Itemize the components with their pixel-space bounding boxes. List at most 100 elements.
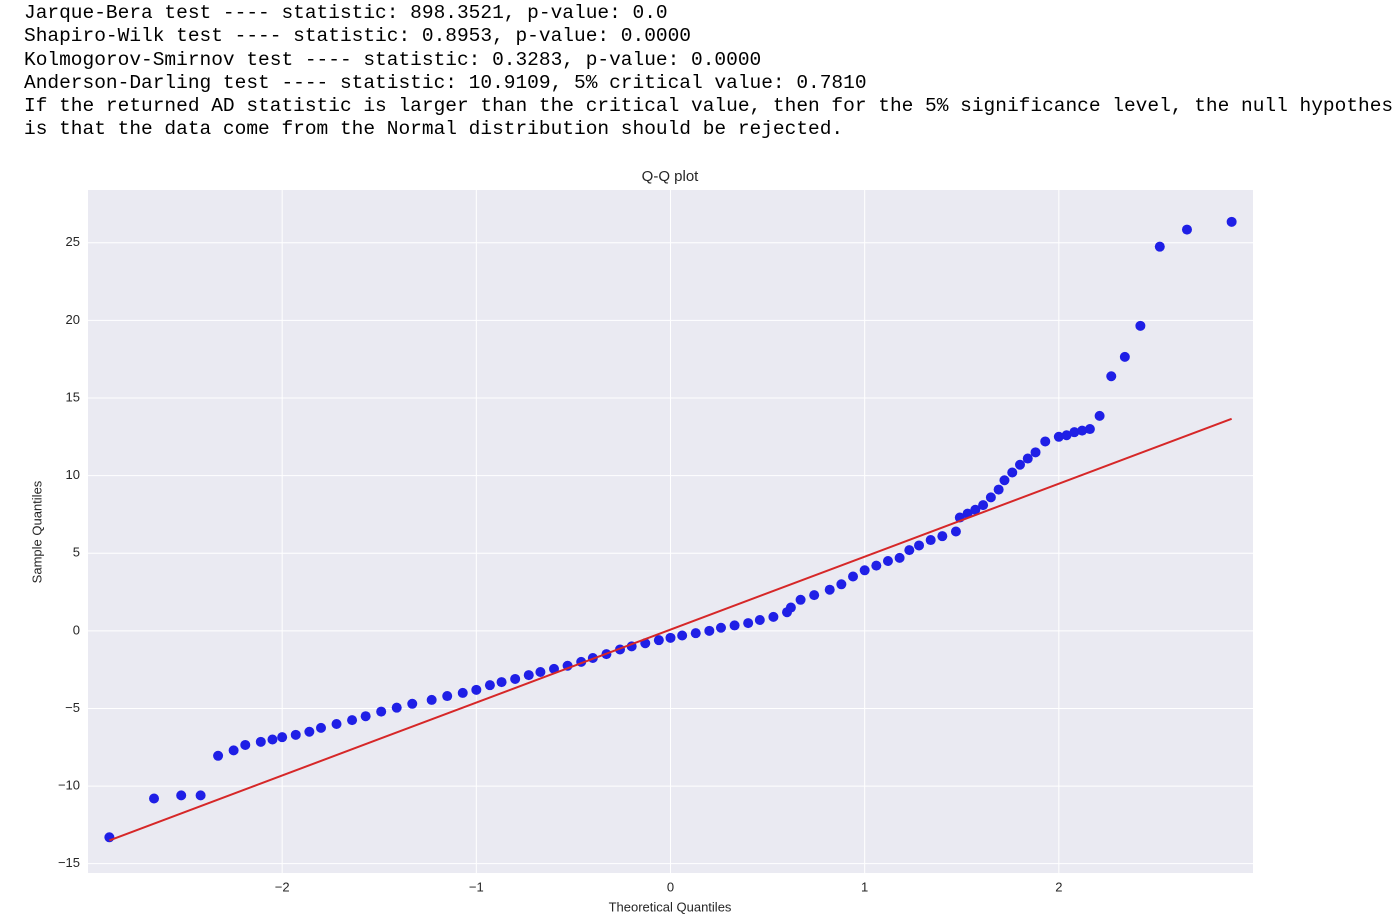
output-line: If the returned AD statistic is larger t…: [24, 95, 1394, 118]
point: [316, 722, 326, 733]
point: [442, 691, 453, 702]
x-tick-label: 0: [667, 879, 674, 894]
point: [1154, 241, 1165, 252]
point: [754, 614, 765, 625]
output-line: Kolmogorov-Smirnov test ---- statistic: …: [24, 48, 762, 71]
output-line: Anderson-Darling test ---- statistic: 10…: [24, 71, 867, 94]
point: [653, 635, 664, 646]
point: [1022, 453, 1033, 464]
point: [149, 793, 160, 804]
point: [1007, 467, 1018, 478]
point: [1084, 424, 1095, 435]
point: [496, 677, 507, 688]
point: [950, 526, 961, 537]
y-tick-label: 15: [66, 389, 80, 404]
y-tick-label: 20: [66, 312, 80, 327]
point: [228, 745, 239, 756]
y-axis-label: Sample Quantiles: [29, 480, 44, 583]
y-tick-label: 10: [66, 467, 80, 482]
point: [1040, 436, 1051, 447]
y-tick-label: 5: [73, 545, 80, 560]
point: [871, 560, 882, 571]
point: [304, 726, 315, 737]
point: [1226, 216, 1237, 227]
point: [1077, 425, 1088, 436]
point: [1069, 427, 1080, 438]
y-tick-label: 0: [73, 622, 80, 637]
point: [704, 625, 715, 636]
point: [407, 698, 418, 709]
point: [894, 552, 905, 563]
output-text: Jarque-Bera test ---- statistic: 898.352…: [24, 2, 1400, 142]
point: [743, 618, 754, 629]
point: [795, 594, 806, 605]
point: [1030, 447, 1041, 458]
point: [1094, 410, 1105, 421]
chart-title: Q-Q plot: [642, 168, 700, 185]
point: [925, 535, 936, 546]
point: [213, 750, 224, 761]
point: [937, 531, 948, 542]
point: [715, 622, 726, 633]
point: [240, 739, 251, 750]
y-tick-label: 25: [66, 234, 80, 249]
y-tick-label: −5: [65, 700, 80, 715]
point: [1053, 431, 1064, 442]
point: [457, 687, 468, 698]
point: [1181, 224, 1192, 235]
point: [195, 790, 206, 801]
fit-line: [109, 417, 1232, 842]
point: [331, 718, 342, 729]
output-line: is that the data come from the Normal di…: [24, 118, 844, 141]
point: [978, 500, 989, 511]
point: [426, 694, 437, 705]
point: [255, 736, 266, 747]
point: [176, 790, 187, 801]
point: [484, 680, 495, 691]
point: [1135, 320, 1146, 331]
point: [768, 611, 779, 622]
x-tick-label: −2: [275, 879, 290, 894]
point: [510, 673, 521, 684]
point: [785, 602, 796, 613]
point: [824, 584, 835, 595]
point: [970, 504, 981, 515]
point: [267, 734, 278, 745]
x-tick-label: −1: [469, 879, 484, 894]
point: [985, 492, 996, 503]
point: [809, 590, 820, 601]
point: [914, 540, 925, 551]
point: [1061, 430, 1072, 441]
point: [848, 571, 859, 582]
point: [376, 706, 387, 717]
point: [993, 484, 1004, 495]
point: [677, 630, 688, 641]
point: [1015, 459, 1025, 470]
x-axis-label: Theoretical Quantiles: [609, 899, 732, 914]
point: [391, 702, 402, 713]
point: [277, 732, 288, 743]
point: [347, 715, 358, 726]
point: [882, 555, 893, 566]
point: [690, 628, 701, 639]
point: [999, 475, 1010, 486]
point: [523, 670, 534, 681]
point: [665, 632, 676, 643]
point: [104, 832, 115, 843]
point: [535, 666, 546, 677]
point: [471, 684, 482, 695]
y-tick-label: −15: [58, 855, 80, 870]
point: [360, 711, 371, 722]
output-line: Jarque-Bera test ---- statistic: 898.352…: [24, 2, 668, 24]
point: [836, 579, 847, 590]
point: [1106, 371, 1117, 382]
point: [1119, 351, 1130, 362]
output-line: Shapiro-Wilk test ---- statistic: 0.8953…: [24, 25, 692, 48]
x-tick-label: 1: [861, 879, 868, 894]
y-tick-label: −10: [58, 778, 80, 793]
point: [290, 729, 301, 740]
point: [904, 545, 915, 556]
point: [859, 565, 870, 576]
